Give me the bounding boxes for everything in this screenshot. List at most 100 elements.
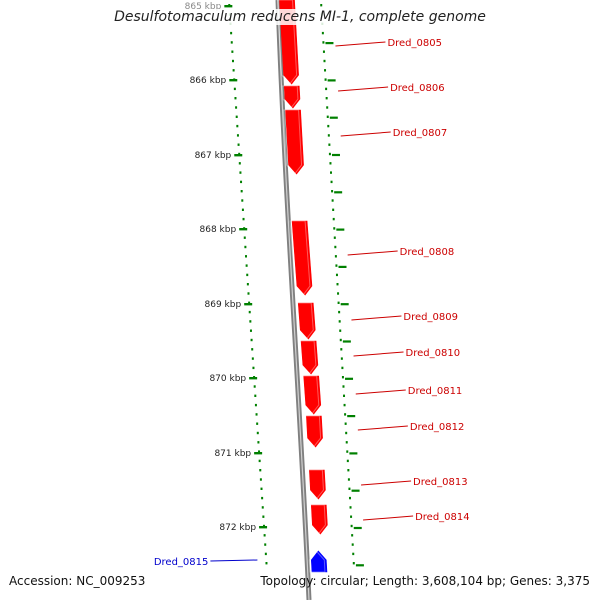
- minor-tick-right: [345, 431, 348, 435]
- gene-arrow[interactable]: [285, 109, 304, 175]
- minor-tick-right: [323, 59, 326, 63]
- minor-tick-right: [337, 292, 340, 295]
- gene-arrow-shading: [308, 504, 326, 535]
- minor-tick-left: [259, 469, 262, 472]
- minor-tick-left: [232, 69, 235, 72]
- minor-tick-right: [340, 348, 343, 351]
- gene-arrow[interactable]: [300, 340, 319, 375]
- minor-tick-left: [246, 273, 249, 277]
- mid-tick-right: [329, 116, 338, 119]
- mid-tick-right: [345, 377, 354, 380]
- gene-label[interactable]: Dred_0813: [413, 477, 468, 488]
- minor-tick-left: [265, 562, 268, 565]
- genome-backbone-highlight: [277, 0, 310, 601]
- gene-label-leader: [357, 425, 408, 431]
- tick-track-right: [320, 4, 364, 567]
- gene-arrow-shading: [303, 415, 322, 448]
- minor-tick-left: [239, 171, 242, 174]
- gene-label[interactable]: Dred_0809: [403, 312, 458, 323]
- minor-tick-left: [245, 264, 248, 267]
- minor-tick-left: [256, 431, 259, 435]
- minor-tick-right: [348, 487, 351, 490]
- minor-tick-right: [338, 320, 341, 323]
- gene-arrow[interactable]: [297, 302, 316, 340]
- gene-label[interactable]: Dred_0810: [406, 348, 461, 359]
- minor-tick-left: [241, 199, 244, 202]
- minor-tick-left: [235, 115, 238, 118]
- gene-label[interactable]: Dred_0812: [410, 422, 465, 433]
- mid-tick-right: [325, 42, 334, 45]
- minor-tick-right: [344, 413, 347, 416]
- gene-arrow-shading: [301, 375, 320, 415]
- gene-label[interactable]: Dred_0811: [408, 386, 463, 397]
- minor-tick-left: [236, 134, 239, 137]
- mid-tick-right: [353, 526, 362, 530]
- minor-tick-right: [341, 376, 344, 379]
- gene-arrow[interactable]: [303, 375, 322, 415]
- minor-tick-left: [263, 534, 266, 537]
- gene-label[interactable]: Dred_0805: [387, 38, 442, 49]
- minor-tick-right: [324, 78, 327, 81]
- gene-label-leader: [347, 250, 398, 256]
- gene-arrow[interactable]: [291, 220, 313, 296]
- minor-tick-left: [234, 97, 237, 100]
- minor-tick-right: [331, 199, 334, 202]
- gene-label-leader: [210, 559, 258, 562]
- gene-arrow[interactable]: [310, 550, 328, 573]
- minor-tick-right: [344, 422, 347, 425]
- minor-tick-right: [352, 562, 355, 565]
- minor-tick-right: [335, 264, 338, 267]
- minor-tick-left: [260, 487, 263, 490]
- mid-tick-right: [336, 228, 345, 231]
- tick-label: 871 kbp: [214, 449, 251, 459]
- minor-tick-left: [230, 41, 233, 44]
- gene-label-leader: [335, 41, 386, 47]
- accession-text: Accession: NC_009253: [9, 574, 146, 588]
- gene-arrow-shading: [308, 550, 326, 573]
- minor-tick-right: [340, 357, 343, 360]
- minor-tick-right: [348, 496, 351, 500]
- gene-arrow[interactable]: [309, 469, 326, 500]
- minor-tick-left: [231, 50, 234, 53]
- genome-summary-text: Topology: circular; Length: 3,608,104 bp…: [260, 574, 590, 588]
- gene-label[interactable]: Dred_0806: [390, 83, 445, 94]
- tick-label: 866 kbp: [190, 76, 227, 86]
- minor-tick-left: [237, 143, 240, 146]
- minor-tick-right: [331, 190, 334, 193]
- minor-tick-right: [326, 115, 329, 118]
- minor-tick-left: [261, 506, 264, 509]
- minor-tick-right: [333, 227, 336, 230]
- minor-tick-right: [342, 385, 345, 388]
- minor-tick-left: [249, 320, 252, 323]
- minor-tick-left: [245, 255, 248, 258]
- minor-tick-right: [325, 87, 328, 91]
- gene-label[interactable]: Dred_0808: [400, 247, 455, 258]
- minor-tick-right: [351, 534, 354, 537]
- gene-arrow[interactable]: [306, 415, 323, 448]
- minor-tick-right: [345, 441, 348, 444]
- gene-arrow[interactable]: [310, 504, 328, 535]
- mid-tick-right: [338, 265, 347, 268]
- major-tick: [239, 228, 248, 231]
- gene-label[interactable]: Dred_0814: [415, 512, 470, 523]
- minor-tick-right: [337, 301, 340, 304]
- major-tick: [244, 303, 253, 306]
- gene-label[interactable]: Dred_0807: [393, 128, 448, 139]
- minor-tick-left: [240, 190, 243, 193]
- minor-tick-right: [332, 217, 335, 221]
- mid-tick-right: [347, 415, 356, 418]
- minor-tick-right: [338, 310, 341, 314]
- minor-tick-right: [321, 31, 324, 35]
- tick-label: 865 kbp: [185, 2, 222, 12]
- gene-label[interactable]: Dred_0815: [154, 557, 209, 568]
- minor-tick-left: [242, 217, 245, 221]
- tick-label: 867 kbp: [195, 151, 232, 161]
- major-tick: [224, 5, 233, 8]
- minor-tick-right: [320, 4, 323, 7]
- major-tick: [259, 526, 268, 529]
- gene-arrow[interactable]: [283, 85, 301, 109]
- minor-tick-right: [322, 50, 325, 53]
- mid-tick-right: [351, 489, 360, 492]
